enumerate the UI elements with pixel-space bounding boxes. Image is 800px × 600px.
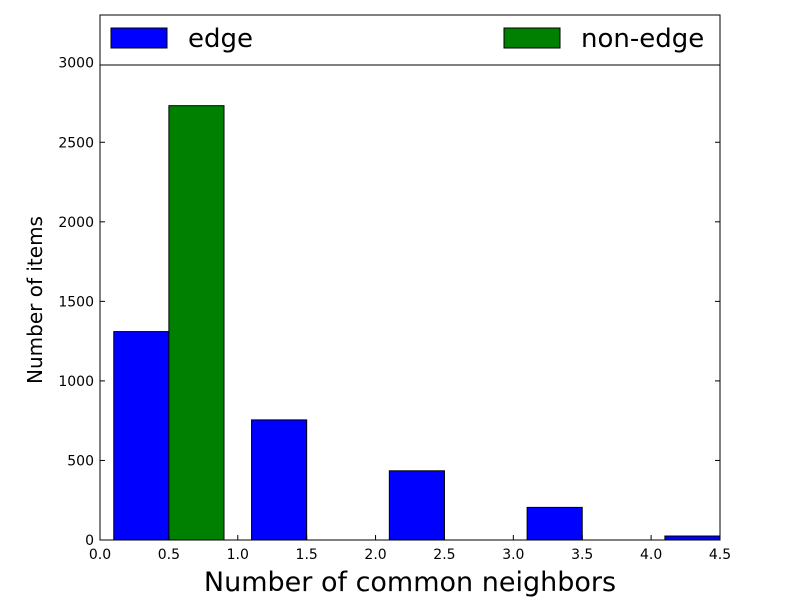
- x-axis-title: Number of common neighbors: [204, 567, 616, 598]
- x-tick-label: 2.5: [433, 547, 455, 563]
- x-tick-label: 1.0: [227, 547, 249, 563]
- bar-edge-1: [251, 419, 308, 541]
- x-tick-label: 0.5: [158, 547, 180, 563]
- ticks-group: 0.0 0.5 1.0 1.5 2.0 2.5 3.0 3.5 4.0 4.5 0 500 1000 15…: [58, 15, 731, 563]
- x-tick-label: 4.5: [709, 547, 731, 563]
- legend-box: [99, 14, 721, 66]
- y-tick-label: 1500: [58, 294, 94, 310]
- bar-non-edge-0: [168, 105, 225, 541]
- y-axis-title: Number of items: [23, 216, 47, 384]
- y-tick-label: 2500: [58, 135, 94, 151]
- bar-edge-2: [388, 470, 445, 541]
- y-tick-label: 2000: [58, 215, 94, 231]
- x-tick-label: 1.5: [296, 547, 318, 563]
- legend-swatch-non-edge: [503, 27, 561, 49]
- x-tick-label: 2.0: [364, 547, 386, 563]
- legend-label-non-edge: non-edge: [581, 24, 704, 54]
- legend-swatch-edge: [110, 27, 168, 49]
- y-tick-label: 3000: [58, 56, 94, 72]
- legend: edge non-edge: [99, 14, 721, 66]
- legend-label-edge: edge: [188, 24, 253, 54]
- y-tick-label: 0: [85, 533, 94, 549]
- bar-edge-3: [526, 506, 583, 541]
- x-tick-label: 3.5: [571, 547, 593, 563]
- y-tick-label: 500: [67, 453, 94, 469]
- x-tick-label: 4.0: [640, 547, 662, 563]
- bar-edge-0: [113, 331, 170, 541]
- bar-edge-4: [664, 535, 721, 541]
- x-tick-label: 0.0: [89, 547, 111, 563]
- bars-group: [113, 105, 721, 541]
- x-tick-label: 3.0: [502, 547, 524, 563]
- y-tick-label: 1000: [58, 374, 94, 390]
